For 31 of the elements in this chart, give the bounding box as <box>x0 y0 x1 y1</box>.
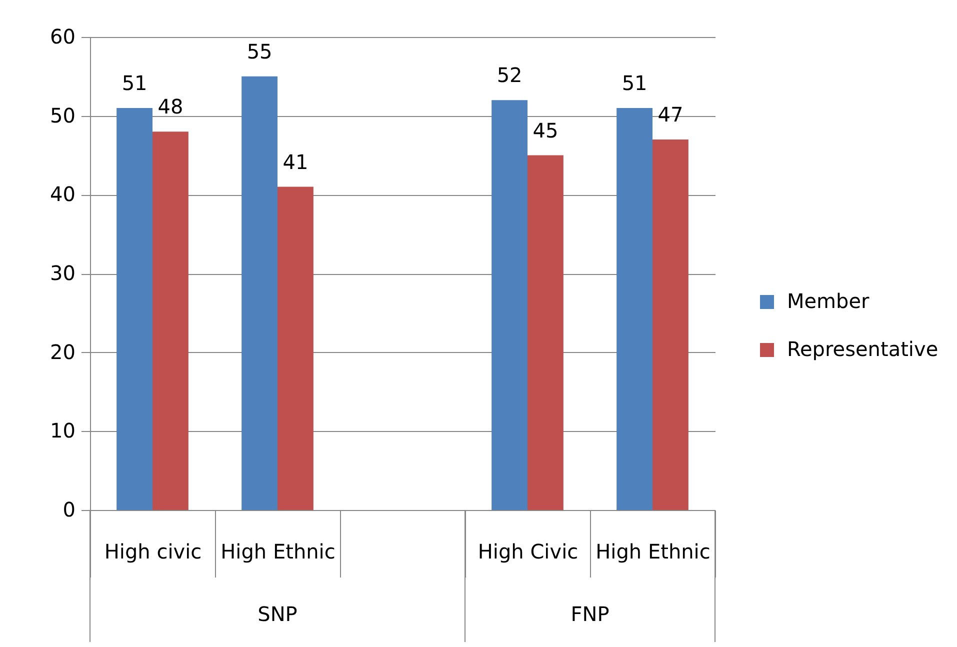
y-tick-label: 30 <box>50 261 76 285</box>
y-tick-label: 40 <box>50 182 76 206</box>
bar <box>242 76 278 510</box>
bar <box>116 108 152 510</box>
data-label: 52 <box>496 63 522 88</box>
data-label: 51 <box>122 70 148 95</box>
y-tick-label: 20 <box>50 340 76 364</box>
bar <box>492 100 528 510</box>
y-tick-label: 60 <box>50 24 76 48</box>
x-tick-label: High Ethnic <box>596 540 710 564</box>
data-label: 48 <box>158 94 184 119</box>
legend-label: Representative <box>787 337 938 361</box>
y-tick-label: 0 <box>62 498 76 522</box>
data-label: 45 <box>532 118 558 142</box>
bar <box>278 186 314 510</box>
y-tick-label: 50 <box>50 103 76 128</box>
data-label: 55 <box>246 39 272 64</box>
data-label: 41 <box>282 150 308 174</box>
bar <box>152 132 188 510</box>
text: FNP <box>570 602 610 626</box>
bar <box>652 139 688 510</box>
x-tick-label: High Ethnic <box>220 540 336 564</box>
bar <box>616 108 652 510</box>
data-label: 47 <box>658 102 684 126</box>
data-label: 51 <box>622 70 648 95</box>
bar <box>528 155 564 510</box>
x-tick-label: High civic <box>104 540 202 564</box>
y-tick-label: 10 <box>50 418 76 443</box>
x-tick-label: High Civic <box>478 540 578 564</box>
legend-label: Member <box>787 289 870 313</box>
text: SNP <box>258 602 298 626</box>
